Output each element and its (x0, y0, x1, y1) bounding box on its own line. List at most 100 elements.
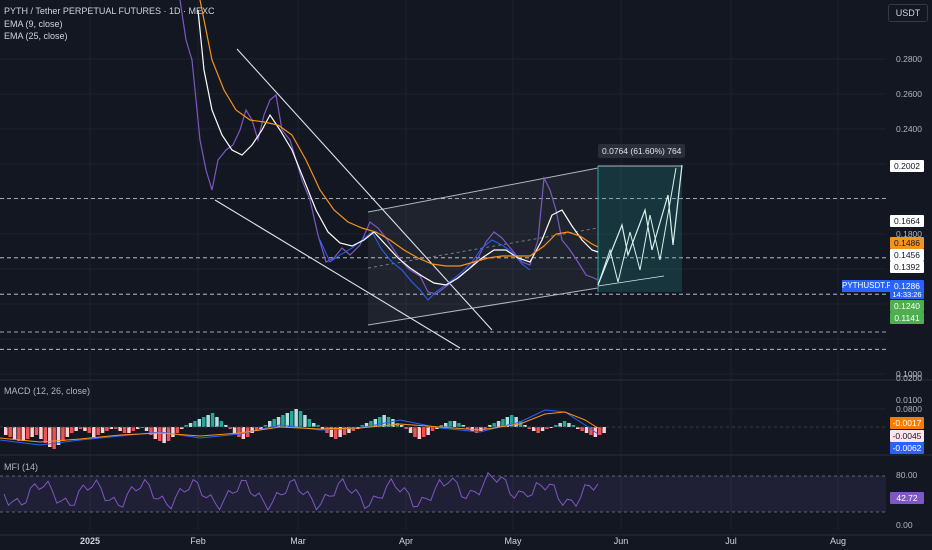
y-tick-label: 0.0800 (896, 404, 922, 414)
macd-bar (496, 421, 501, 427)
macd-bar (78, 427, 83, 429)
macd-bar (285, 413, 290, 427)
macd-bar (8, 427, 12, 437)
x-tick-label: Mar (290, 536, 306, 546)
macd-bar (131, 427, 136, 431)
price-tag: 0.1392 (890, 261, 924, 273)
macd-bar (122, 427, 127, 433)
macd-bar (281, 415, 285, 427)
macd-bar (567, 423, 571, 427)
measure-box (598, 166, 682, 292)
macd-bar (523, 425, 527, 427)
macd-bar (250, 427, 254, 433)
ema25-legend[interactable]: EMA (25, close) (4, 31, 68, 41)
macd-bar (263, 425, 268, 427)
macd-bar (316, 425, 320, 427)
macd-legend[interactable]: MACD (12, 26, close) (4, 386, 91, 396)
macd-bar (320, 427, 325, 429)
macd-bar (144, 427, 149, 431)
macd-bar (127, 427, 131, 433)
macd-bar (61, 427, 65, 441)
macd-bar (118, 427, 122, 431)
macd-bar (109, 427, 114, 429)
countdown-tag: 14:33:26 (890, 290, 924, 299)
macd-bar (175, 427, 180, 433)
macd-y-tick: 0.0200 (896, 373, 922, 383)
macd-bar (488, 425, 492, 427)
macd-bar (422, 427, 426, 437)
price-tag: 0.1486 (890, 237, 924, 249)
symbol-tag: PYTHUSDT.P (842, 280, 892, 292)
price-tag: 0.2002 (890, 160, 924, 172)
macd-bar (92, 427, 96, 437)
macd-bar (510, 415, 514, 427)
macd-bar (576, 427, 580, 429)
macd-bar (444, 423, 448, 427)
macd-bar (514, 417, 518, 427)
macd-bar (254, 427, 259, 431)
macd-bar (65, 427, 70, 437)
currency-button[interactable]: USDT (888, 4, 928, 22)
macd-bar (30, 427, 34, 437)
macd-bar (408, 427, 413, 433)
macd-bar (56, 427, 61, 445)
x-tick-label: Apr (399, 536, 413, 546)
macd-bar (382, 415, 386, 427)
x-tick-label: Aug (830, 536, 846, 546)
macd-bar (294, 409, 298, 427)
macd-bar (26, 427, 30, 439)
macd-bar (17, 427, 21, 441)
macd-bar (457, 423, 461, 427)
macd-bar (206, 415, 210, 427)
macd-bar (562, 421, 567, 427)
macd-bar (334, 427, 338, 439)
x-tick-label: Feb (190, 536, 206, 546)
projection-path-alt (597, 167, 677, 286)
projection-path (597, 164, 683, 286)
macd-bar (70, 427, 74, 433)
y-tick-label: 0.2800 (896, 54, 922, 64)
macd-bar (307, 419, 312, 427)
channel-bottom (367, 287, 599, 326)
mfi-band (0, 476, 886, 512)
macd-bar (268, 421, 272, 427)
macd-bar (210, 413, 215, 427)
macd-bar (602, 427, 606, 433)
macd-bar (400, 425, 404, 427)
ema9-legend[interactable]: EMA (9, close) (4, 19, 63, 29)
macd-bar (430, 427, 435, 431)
macd-bar (290, 411, 294, 427)
macd-bar (100, 427, 105, 433)
macd-bar (272, 419, 276, 427)
price-tag: 0.1664 (890, 215, 924, 227)
x-tick-label: May (504, 536, 522, 546)
macd-bar (105, 427, 109, 431)
mfi-legend[interactable]: MFI (14) (4, 462, 39, 472)
macd-bar (540, 427, 545, 431)
macd-bar (584, 427, 589, 433)
measure-label: 0.0764 (61.60%) 764 (598, 144, 686, 158)
macd-bar (162, 427, 166, 443)
macd-bar (4, 427, 8, 435)
macd-bar (404, 427, 408, 429)
macd-bar (171, 427, 175, 437)
ema25-line (199, 0, 599, 267)
macd-bar (259, 427, 263, 429)
macd-bar (298, 411, 303, 427)
x-tick-label: 2025 (80, 536, 100, 546)
macd-bar (184, 425, 188, 427)
macd-bar (149, 427, 153, 435)
y-tick-label: 0.1800 (896, 229, 922, 239)
y-tick-label: 0.1000 (896, 369, 922, 379)
mfi-y-tick: 0.00 (896, 520, 913, 530)
macd-bar (545, 427, 549, 429)
macd-bar (74, 427, 78, 431)
mfi-y-tick: 80.00 (896, 470, 918, 480)
price-tag: 0.1141 (890, 312, 924, 324)
mfi-line (3, 471, 599, 512)
price-tag: 0.1286 (890, 280, 924, 292)
time-axis[interactable]: 2025 Feb Mar Apr May Jun Jul Aug (80, 536, 846, 546)
macd-bar (312, 423, 316, 427)
price-series (179, 0, 599, 301)
